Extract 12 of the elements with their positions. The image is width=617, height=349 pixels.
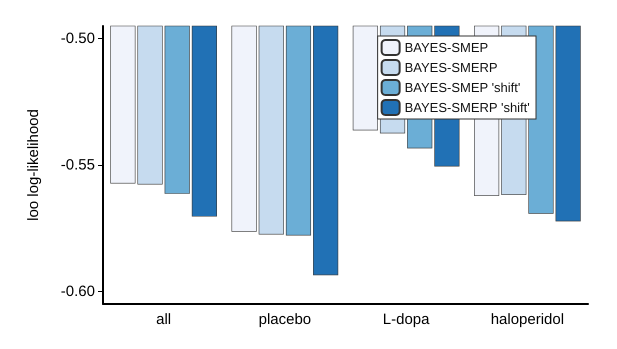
legend-label: BAYES-SMEP [404, 40, 488, 55]
y-tick-label: -0.50 [60, 30, 95, 48]
x-tick-label: haloperidol [490, 311, 564, 328]
y-axis-title: loo log-likelihood [25, 109, 42, 221]
x-tick-label: L-dopa [382, 311, 430, 328]
legend-label: BAYES-SMEP 'shift' [404, 80, 520, 95]
y-tick-label: -0.55 [60, 156, 95, 174]
x-tick-label: placebo [258, 311, 312, 328]
y-tick-label: -0.60 [60, 282, 95, 300]
legend-label: BAYES-SMERP 'shift' [404, 100, 530, 115]
x-tick-label: all [156, 311, 172, 328]
legend-label: BAYES-SMERP [404, 60, 498, 75]
